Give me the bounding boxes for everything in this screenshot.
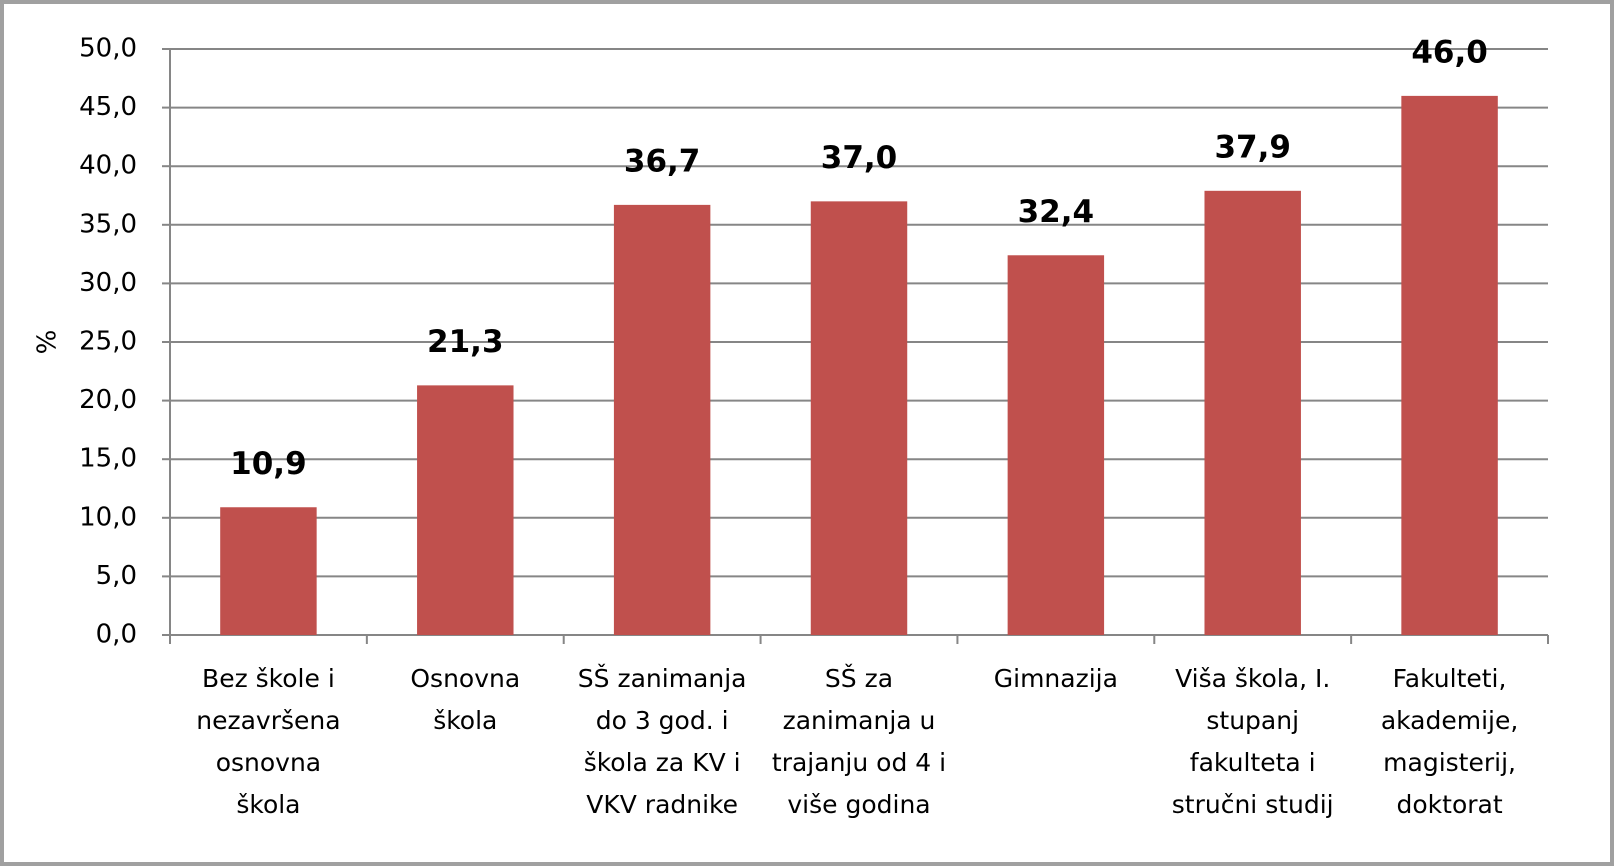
x-tick-label: Fakulteti,	[1393, 664, 1507, 693]
x-tick-label: stupanj	[1206, 706, 1299, 735]
x-tick-label: VKV radnike	[586, 790, 738, 819]
x-tick-label: škola	[236, 790, 300, 819]
x-tick-label: akademije,	[1381, 706, 1519, 735]
value-label: 46,0	[1411, 34, 1488, 70]
x-tick-label: trajanju od 4 i	[772, 748, 946, 777]
bar	[1401, 95, 1498, 635]
x-tick-label: škola	[433, 706, 497, 735]
bar	[613, 204, 711, 635]
bar	[1007, 255, 1105, 635]
value-label: 10,9	[230, 446, 307, 482]
x-tick-label: zanimanja u	[783, 706, 936, 735]
x-tick-label: nezavršena	[196, 706, 340, 735]
y-tick-label: 25,0	[79, 327, 137, 357]
value-label: 36,7	[624, 143, 701, 179]
bar	[220, 507, 317, 635]
value-label: 21,3	[427, 324, 504, 360]
x-tick-label: osnovna	[216, 748, 321, 777]
x-tick-label: do 3 god. i	[596, 706, 729, 735]
bar	[1204, 190, 1301, 635]
y-tick-label: 30,0	[79, 268, 137, 298]
y-tick-label: 35,0	[79, 209, 137, 239]
value-label: 37,0	[821, 140, 898, 176]
y-tick-label: 10,0	[79, 502, 137, 532]
x-tick-label: SŠ za	[825, 663, 893, 693]
x-tick-label: SŠ zanimanja	[578, 663, 747, 693]
x-tick-label: više godina	[787, 790, 930, 819]
value-label: 37,9	[1214, 129, 1291, 165]
x-tick-label: Bez škole i	[202, 664, 335, 693]
x-tick-label: fakulteta i	[1190, 748, 1316, 777]
x-tick-label: stručni studij	[1172, 790, 1334, 819]
x-tick-label: doktorat	[1397, 790, 1503, 819]
y-axis-label: %	[33, 330, 63, 355]
value-label: 32,4	[1018, 194, 1095, 230]
x-tick-label: Viša škola, I.	[1175, 664, 1330, 693]
y-tick-label: 50,0	[79, 34, 137, 64]
y-tick-label: 0,0	[96, 620, 137, 650]
bar	[417, 385, 514, 635]
y-tick-label: 20,0	[79, 385, 137, 415]
bar	[810, 201, 908, 636]
y-tick-label: 45,0	[79, 92, 137, 122]
y-tick-label: 15,0	[79, 444, 137, 474]
x-tick-label: Gimnazija	[994, 664, 1118, 693]
x-tick-label: škola za KV i	[584, 748, 741, 777]
y-tick-label: 5,0	[96, 561, 137, 591]
x-tick-label: magisterij,	[1383, 748, 1516, 777]
x-tick-label: Osnovna	[410, 664, 520, 693]
y-tick-label: 40,0	[79, 151, 137, 181]
